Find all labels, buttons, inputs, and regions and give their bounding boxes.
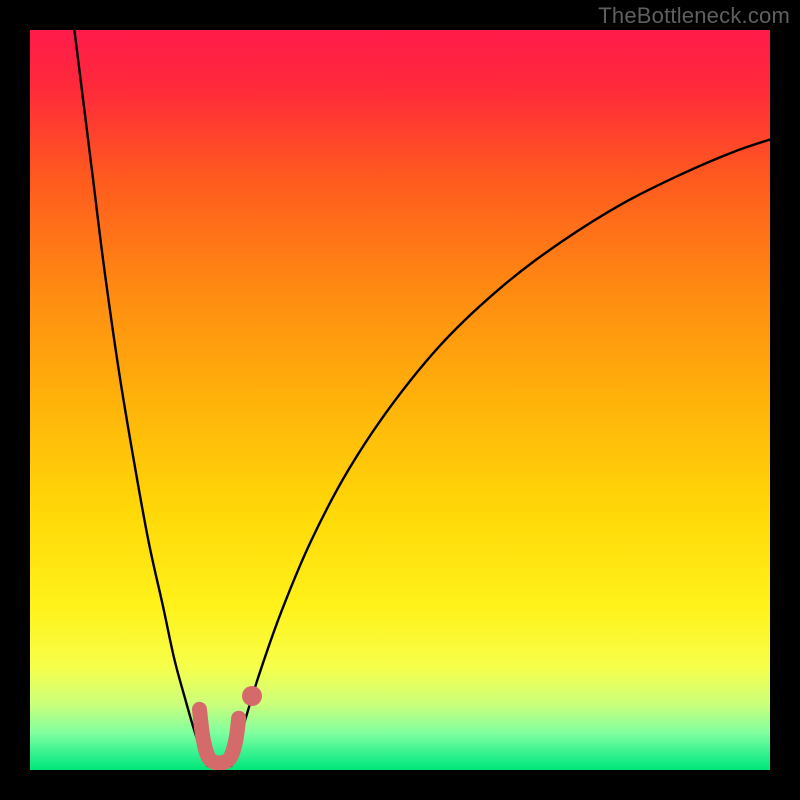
highlight-dot [242,686,262,706]
watermark-text: TheBottleneck.com [598,3,790,28]
watermark-label: TheBottleneck.com [598,3,790,29]
gradient-background [30,30,770,770]
bottleneck-chart [0,0,800,800]
